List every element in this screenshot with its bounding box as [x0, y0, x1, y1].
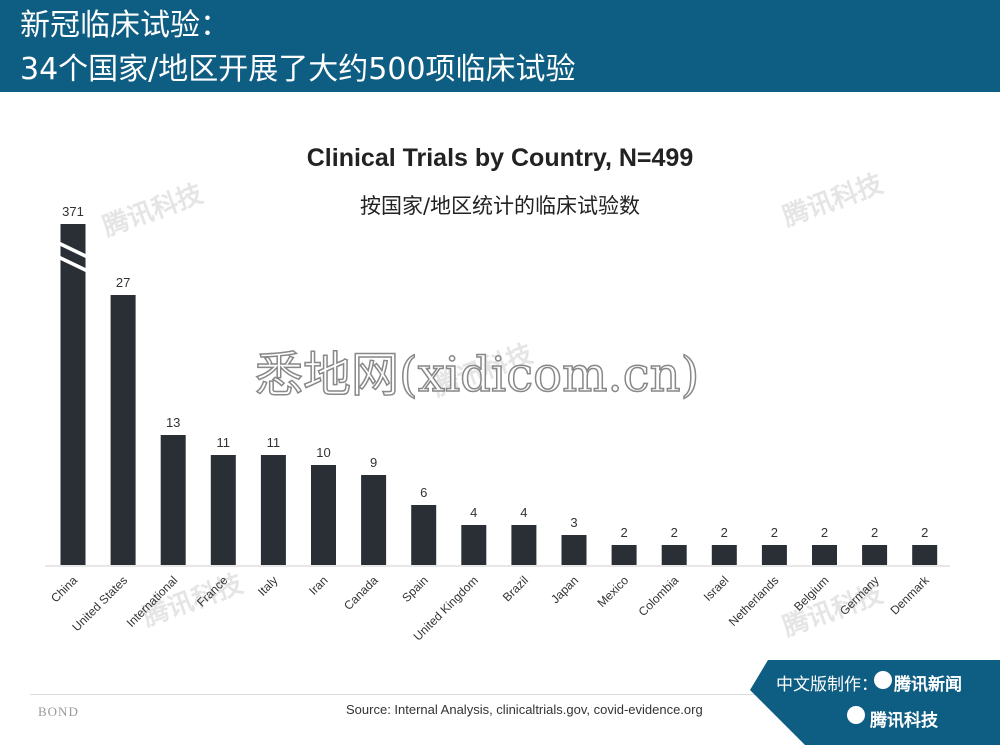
bar: [160, 435, 186, 565]
bar: [311, 465, 336, 565]
bar: [260, 455, 286, 565]
bar: [812, 545, 837, 565]
data-label: 4: [520, 505, 527, 520]
credit-background: [750, 660, 1000, 745]
tick-label: France: [194, 573, 231, 610]
data-label: 6: [420, 485, 427, 500]
bar: [411, 505, 437, 565]
bar: [461, 525, 487, 565]
tick-label: Italy: [255, 573, 280, 598]
data-label: 2: [921, 525, 928, 540]
tick-label: Canada: [341, 573, 381, 613]
data-label: 2: [620, 525, 627, 540]
source-note: Source: Internal Analysis, clinicaltrial…: [346, 702, 703, 717]
axis-break-mark: [60, 256, 86, 272]
data-label: 2: [671, 525, 678, 540]
chart-subtitle: 按国家/地区统计的临床试验数: [359, 194, 641, 218]
data-label: 9: [370, 455, 377, 470]
bar: [912, 545, 938, 565]
tick-label: Israel: [701, 573, 732, 604]
header-banner: 新冠临床试验： 34个国家/地区开展了大约500项临床试验: [0, 0, 1000, 92]
data-label: 2: [771, 525, 778, 540]
bar: [561, 535, 587, 565]
tick-label: Netherlands: [726, 573, 782, 629]
credit-brand: 腾讯科技: [870, 711, 938, 731]
bar: [511, 525, 537, 565]
data-label: 3: [570, 515, 577, 530]
bar: [862, 545, 888, 565]
bar: [210, 455, 236, 565]
tick-label: International: [124, 573, 181, 630]
data-label: 13: [166, 415, 180, 430]
tick-label: Brazil: [500, 573, 531, 604]
data-label: 2: [721, 525, 728, 540]
tick-label: China: [48, 573, 80, 605]
tick-label: Japan: [548, 573, 581, 606]
header-title-line1: 新冠临床试验：: [20, 8, 230, 43]
data-label: 11: [267, 435, 281, 450]
tick-label: Germany: [837, 573, 882, 618]
bar: [661, 545, 687, 565]
tick-label: Spain: [399, 573, 431, 605]
bar: [761, 545, 787, 565]
tick-label: Colombia: [636, 573, 682, 619]
axis-break-mark: [60, 242, 86, 258]
data-label: 2: [871, 525, 878, 540]
tick-label: Denmark: [887, 573, 932, 618]
data-label: 11: [217, 435, 231, 450]
data-label: 2: [821, 525, 828, 540]
tick-label: Belgium: [791, 573, 832, 614]
header-title-line2: 34个国家/地区开展了大约500项临床试验: [20, 52, 576, 87]
bar: [110, 295, 136, 565]
chart-title: Clinical Trials by Country, N=499: [306, 144, 694, 172]
brand-logo-text: BOND: [38, 704, 79, 719]
bar: [711, 545, 737, 565]
data-label: 371: [62, 204, 84, 219]
overlay-watermark: 悉地网(xidicom.cn): [254, 346, 700, 404]
data-label: 27: [116, 275, 130, 290]
credit-badge: 中文版制作： 腾讯新闻 腾讯科技: [750, 660, 1000, 745]
tick-label: Iran: [306, 573, 331, 598]
bar: [611, 545, 637, 565]
footer-divider: [30, 694, 770, 695]
data-label: 4: [470, 505, 477, 520]
credit-label: 中文版制作： 腾讯新闻: [776, 675, 962, 695]
bar: [60, 224, 86, 565]
tick-label: Mexico: [594, 573, 631, 610]
data-label: 10: [316, 445, 330, 460]
bar: [361, 475, 387, 565]
